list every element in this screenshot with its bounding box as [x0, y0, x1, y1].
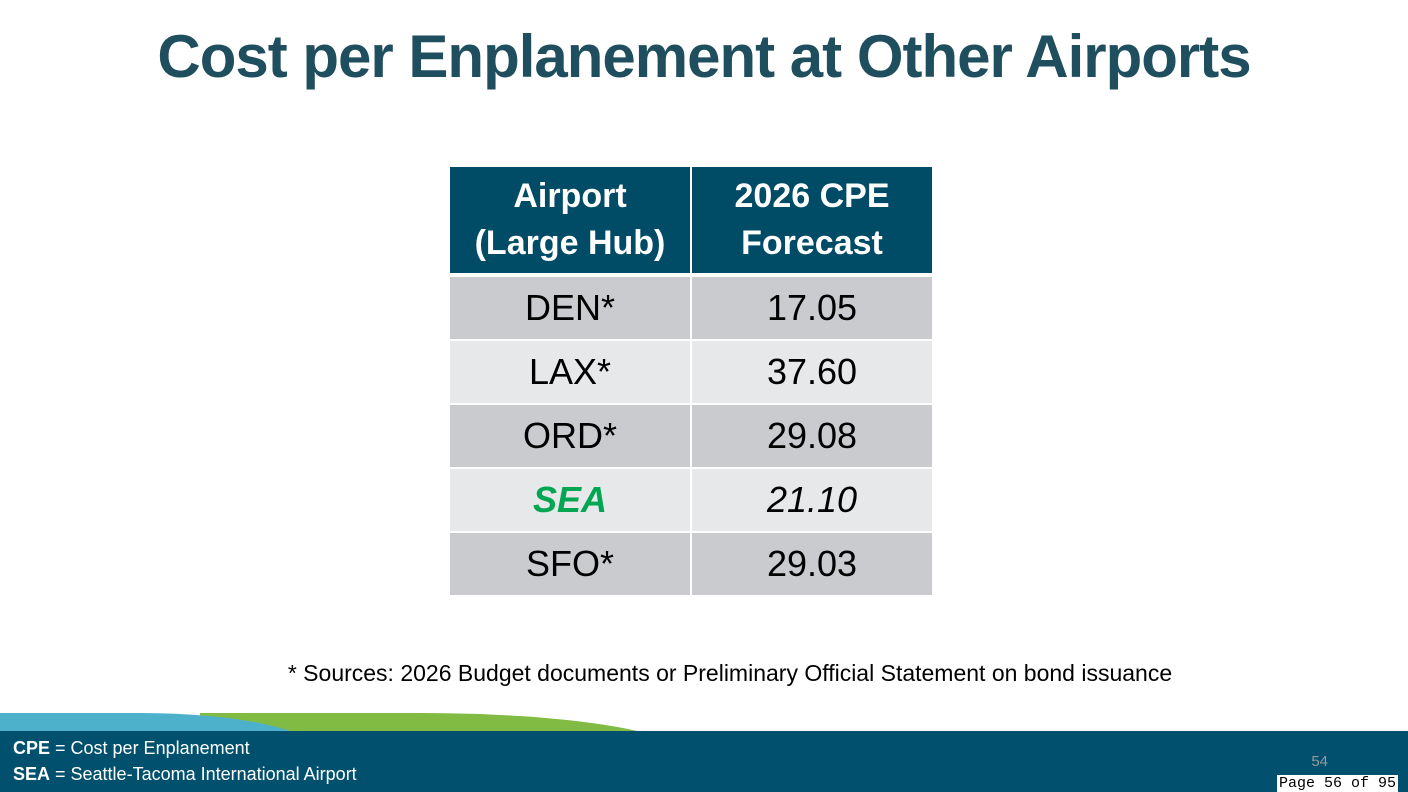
table-row: ORD* 29.08	[450, 404, 932, 469]
header-airport-line2: (Large Hub)	[474, 224, 666, 262]
definition-abbr: SEA	[13, 764, 51, 784]
cpe-cell: 29.03	[691, 532, 932, 597]
airport-cell: DEN*	[450, 275, 692, 341]
table-header-row: Airport (Large Hub) 2026 CPE Forecast	[450, 167, 932, 277]
slide-title: Cost per Enplanement at Other Airports	[157, 23, 1251, 90]
definition-text: = Cost per Enplanement	[50, 738, 250, 758]
definition-abbr: CPE	[13, 738, 51, 758]
header-cpe: 2026 CPE Forecast	[691, 167, 932, 277]
header-airport: Airport (Large Hub)	[450, 167, 692, 277]
cpe-cell: 29.08	[691, 404, 932, 469]
cpe-cell-sea: 21.10	[691, 468, 932, 533]
table-row: SFO* 29.03	[450, 532, 932, 597]
source-note: * Sources: 2026 Budget documents or Prel…	[287, 660, 1173, 686]
header-airport-line1: Airport	[513, 177, 627, 215]
airport-cell: LAX*	[450, 340, 692, 405]
header-cpe-line2: Forecast	[741, 224, 883, 262]
definition-cpe: CPE = Cost per Enplanement	[13, 738, 250, 759]
footer-bar: CPE = Cost per Enplanement SEA = Seattle…	[0, 731, 1408, 792]
table-row-highlight: SEA 21.10	[450, 468, 932, 533]
table-row: DEN* 17.05	[450, 275, 932, 341]
definition-sea: SEA = Seattle-Tacoma International Airpo…	[13, 764, 357, 785]
cpe-table: Airport (Large Hub) 2026 CPE Forecast DE…	[450, 167, 932, 597]
definition-text: = Seattle-Tacoma International Airport	[50, 764, 357, 784]
page-indicator: Page 56 of 95	[1276, 775, 1398, 792]
cpe-cell: 17.05	[691, 275, 932, 341]
cpe-cell: 37.60	[691, 340, 932, 405]
header-cpe-line1: 2026 CPE	[734, 177, 890, 215]
slide-number: 54	[1311, 753, 1328, 770]
airport-cell: ORD*	[450, 404, 692, 469]
airport-cell: SFO*	[450, 532, 692, 597]
table-row: LAX* 37.60	[450, 340, 932, 405]
airport-cell-sea: SEA	[450, 468, 692, 533]
